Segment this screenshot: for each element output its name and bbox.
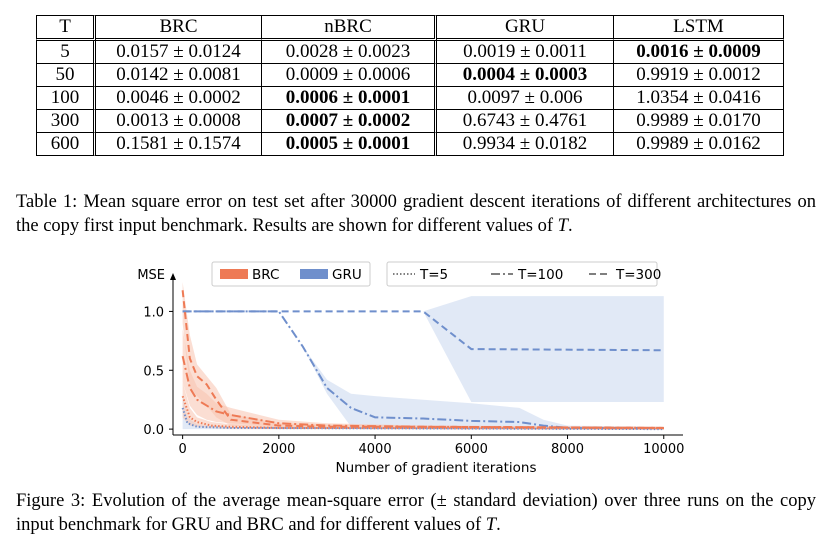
cell-nbrc: 0.0006 ± 0.0001: [262, 87, 437, 110]
y-axis-arrow: [170, 273, 176, 280]
legend-label-brc: BRC: [252, 267, 279, 283]
cell-t: 50: [36, 64, 96, 87]
x-tick-label: 10000: [643, 442, 684, 457]
y-tick-label: 1.0: [143, 305, 164, 320]
y-axis-label: MSE: [137, 268, 165, 283]
cell-t: 5: [36, 41, 96, 64]
series-line-brc-dashdot: [181, 355, 664, 429]
legend-swatch-gru: [300, 269, 328, 279]
series-line-gru-dashdot: [182, 310, 664, 429]
cell-brc: 0.0157 ± 0.0124: [96, 41, 262, 64]
header-brc: BRC: [96, 15, 262, 41]
legend-styles-frame: [386, 261, 658, 287]
legend-label-dashdot: T=100: [517, 267, 563, 283]
table-row: 100 0.0046 ± 0.0002 0.0006 ± 0.0001 0.0097 …: [36, 87, 784, 110]
cell-gru: 0.0019 ± 0.0011: [437, 41, 614, 64]
header-lstm: LSTM: [614, 15, 784, 41]
table-row: 300 0.0013 ± 0.0008 0.0007 ± 0.0002 0.6743 …: [36, 110, 784, 133]
cell-lstm: 0.9919 ± 0.0012: [614, 64, 784, 87]
cell-gru: 0.0097 ± 0.006: [437, 87, 614, 110]
x-tick-label: 4000: [359, 442, 392, 457]
cell-t: 100: [36, 87, 96, 110]
x-tick-label: 6000: [455, 442, 488, 457]
header-t: T: [36, 15, 96, 41]
x-tick-label: 2000: [262, 442, 295, 457]
figure-caption-var: T: [485, 515, 497, 535]
legend-models: BRC GRU: [211, 261, 371, 287]
figure-caption: Figure 3: Evolution of the average mean-…: [16, 489, 816, 537]
cell-lstm: 0.9989 ± 0.0170: [614, 110, 784, 133]
cell-gru: 0.6743 ± 0.4761: [437, 110, 614, 133]
cell-lstm: 1.0354 ± 0.0416: [614, 87, 784, 110]
cell-nbrc: 0.0005 ± 0.0001: [262, 133, 437, 156]
cell-t: 300: [36, 110, 96, 133]
legend-swatch-brc: [220, 269, 248, 279]
x-tick-label: 0: [178, 442, 186, 457]
cell-nbrc: 0.0009 ± 0.0006: [262, 64, 437, 87]
cell-brc: 0.0013 ± 0.0008: [96, 110, 262, 133]
y-tick-label: 0.0: [143, 423, 164, 438]
cell-brc: 0.0142 ± 0.0081: [96, 64, 262, 87]
table-caption: Table 1: Mean square error on test set a…: [16, 190, 816, 238]
table-row: 5 0.0157 ± 0.0124 0.0028 ± 0.0023 0.0019 ± …: [36, 41, 784, 64]
std-band-gru-dashed: [182, 296, 664, 403]
header-gru: GRU: [437, 15, 614, 41]
std-band-gru-dashdot: [182, 311, 664, 429]
header-nbrc: nBRC: [262, 15, 437, 41]
x-axis-label: Number of gradient iterations: [335, 460, 536, 476]
legend-label-dotted: T=5: [419, 267, 448, 283]
figure-caption-end: .: [496, 515, 501, 535]
figure-caption-text: Figure 3: Evolution of the average mean-…: [16, 491, 816, 535]
table-row: 600 0.1581 ± 0.1574 0.0005 ± 0.0001 0.9934 …: [36, 133, 784, 156]
cell-lstm: 0.0016 ± 0.0009: [614, 41, 784, 64]
legend-label-dashed: T=300: [615, 267, 661, 283]
table-body: 5 0.0157 ± 0.0124 0.0028 ± 0.0023 0.0019 ± …: [36, 41, 784, 156]
cell-gru: 0.9934 ± 0.0182: [437, 133, 614, 156]
table-caption-var: T: [557, 216, 568, 236]
series-line-gru-dotted: [181, 407, 664, 431]
std-band-brc-dashdot: [182, 329, 664, 430]
legend-models-frame: [211, 261, 371, 287]
cell-brc: 0.1581 ± 0.1574: [96, 133, 262, 156]
cell-gru: 0.0004 ± 0.0003: [437, 64, 614, 87]
table-caption-text: Table 1: Mean square error on test set a…: [16, 192, 816, 236]
results-table: T BRC nBRC GRU LSTM 5 0.0157 ± 0.0124 0.00…: [36, 15, 784, 156]
legend-label-gru: GRU: [332, 267, 362, 283]
table-row: 50 0.0142 ± 0.0081 0.0009 ± 0.0006 0.0004 ±…: [36, 64, 784, 87]
legend-styles: T=5 T=100 T=300: [386, 261, 661, 287]
series-line-brc-dotted: [181, 395, 664, 430]
cell-nbrc: 0.0007 ± 0.0002: [262, 110, 437, 133]
y-tick-label: 0.5: [143, 364, 164, 379]
cell-lstm: 0.9989 ± 0.0162: [614, 133, 784, 156]
table-caption-end: .: [567, 216, 573, 236]
cell-nbrc: 0.0028 ± 0.0023: [262, 41, 437, 64]
cell-brc: 0.0046 ± 0.0002: [96, 87, 262, 110]
mse-chart: 0 2000 4000 6000 8000 10000 0.0 0.5 1.0 MSE Number…: [137, 261, 684, 476]
mse-table: T BRC nBRC GRU LSTM 5 0.0157 ± 0.0124 0.00…: [36, 15, 784, 156]
x-tick-label: 8000: [551, 442, 584, 457]
table-header-row: T BRC nBRC GRU LSTM: [36, 15, 784, 41]
cell-t: 600: [36, 133, 96, 156]
